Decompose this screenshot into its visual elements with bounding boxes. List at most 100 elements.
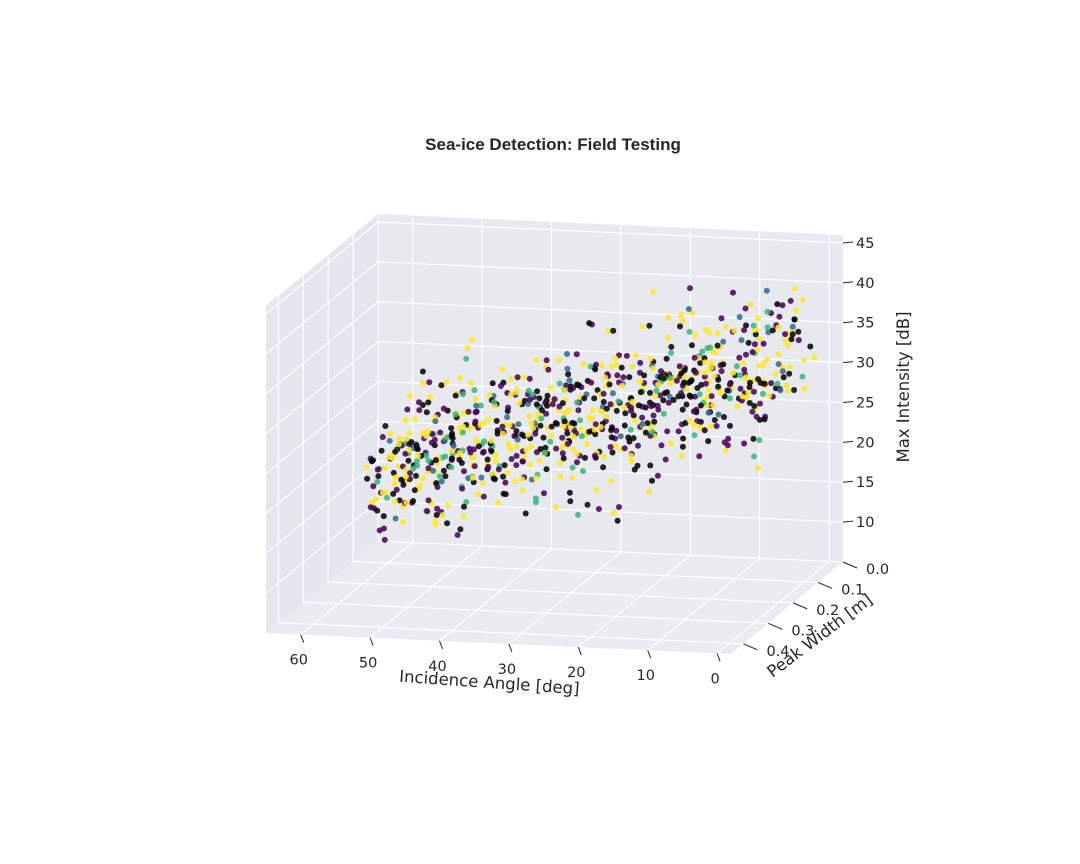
data-point	[621, 422, 628, 429]
data-point	[628, 407, 635, 414]
data-point	[609, 449, 616, 456]
data-point	[779, 368, 786, 375]
data-point	[414, 446, 421, 453]
data-point	[600, 453, 607, 460]
data-point	[639, 414, 646, 421]
data-point	[542, 444, 549, 451]
data-point	[763, 287, 770, 294]
grid-line-z	[265, 301, 844, 395]
data-point	[400, 481, 407, 488]
data-point	[559, 450, 566, 457]
data-point	[411, 487, 418, 494]
data-point	[608, 477, 615, 484]
data-point	[665, 314, 672, 321]
data-point	[705, 438, 712, 445]
data-point	[557, 473, 564, 480]
z-tick-mark	[842, 361, 854, 364]
data-point	[523, 446, 530, 453]
y-tick-label: 0.1	[841, 582, 864, 598]
data-point	[436, 473, 443, 480]
data-point	[649, 429, 656, 436]
data-point	[465, 408, 472, 415]
data-point	[403, 466, 410, 473]
data-point	[774, 301, 781, 308]
data-point	[692, 393, 698, 400]
data-point	[456, 449, 463, 456]
data-point	[454, 532, 461, 538]
data-point	[750, 435, 757, 442]
data-point	[724, 387, 731, 394]
data-point	[753, 413, 760, 420]
data-point	[744, 374, 750, 381]
grid-line-z	[265, 221, 844, 315]
data-point	[567, 498, 574, 505]
data-point	[552, 420, 559, 426]
data-point	[460, 391, 466, 398]
data-point	[478, 474, 485, 481]
data-point	[573, 351, 580, 358]
data-point	[393, 486, 400, 493]
data-point	[464, 345, 471, 352]
data-point	[593, 486, 600, 493]
data-point	[702, 359, 709, 366]
data-point	[424, 428, 431, 435]
data-point	[679, 443, 686, 450]
data-point	[442, 473, 449, 480]
data-point	[433, 457, 439, 464]
data-point	[440, 405, 447, 412]
data-point	[610, 510, 617, 516]
data-point	[628, 458, 635, 465]
data-point	[566, 377, 573, 384]
data-point	[646, 322, 653, 329]
data-point	[459, 485, 466, 492]
data-point	[463, 499, 470, 506]
data-point	[755, 315, 762, 322]
axis-ticks: 0 10 20 30 40 50 60 0.00.10.20.30.4 10 15 20 25 30 35…	[289, 236, 889, 687]
data-point	[461, 468, 467, 475]
data-point	[396, 435, 403, 442]
data-point	[763, 356, 770, 363]
data-point	[795, 328, 802, 335]
data-point	[785, 387, 792, 394]
data-point	[705, 387, 712, 394]
data-point	[514, 374, 521, 381]
data-point	[699, 348, 706, 355]
data-point	[591, 452, 598, 459]
data-point	[480, 493, 487, 500]
data-point	[471, 446, 477, 453]
data-point	[449, 447, 456, 454]
data-point	[472, 409, 479, 416]
data-point	[714, 330, 721, 337]
data-point	[389, 455, 396, 462]
data-point	[392, 498, 398, 505]
data-point	[760, 340, 767, 347]
x-tick-label: 60	[289, 653, 307, 669]
data-point	[443, 379, 450, 386]
data-point	[497, 383, 504, 389]
data-point	[504, 469, 511, 476]
data-point	[692, 332, 699, 339]
data-point	[396, 497, 403, 504]
data-point	[516, 399, 523, 406]
data-point	[676, 363, 683, 370]
data-point	[592, 366, 599, 373]
data-point	[637, 359, 644, 366]
data-point	[374, 466, 381, 473]
data-point	[575, 511, 581, 518]
data-point	[520, 374, 527, 381]
data-point	[751, 453, 757, 460]
data-point	[577, 417, 584, 424]
data-point	[452, 411, 459, 418]
data-point	[490, 475, 497, 482]
data-point	[717, 390, 724, 397]
data-point	[764, 324, 771, 331]
data-point	[564, 365, 571, 372]
z-tick-label: 35	[856, 316, 874, 332]
data-point	[374, 507, 381, 514]
data-point	[425, 457, 432, 464]
data-point	[533, 357, 540, 363]
data-point	[539, 407, 546, 414]
data-point	[780, 374, 787, 381]
data-point	[791, 387, 798, 393]
data-point	[408, 439, 415, 445]
